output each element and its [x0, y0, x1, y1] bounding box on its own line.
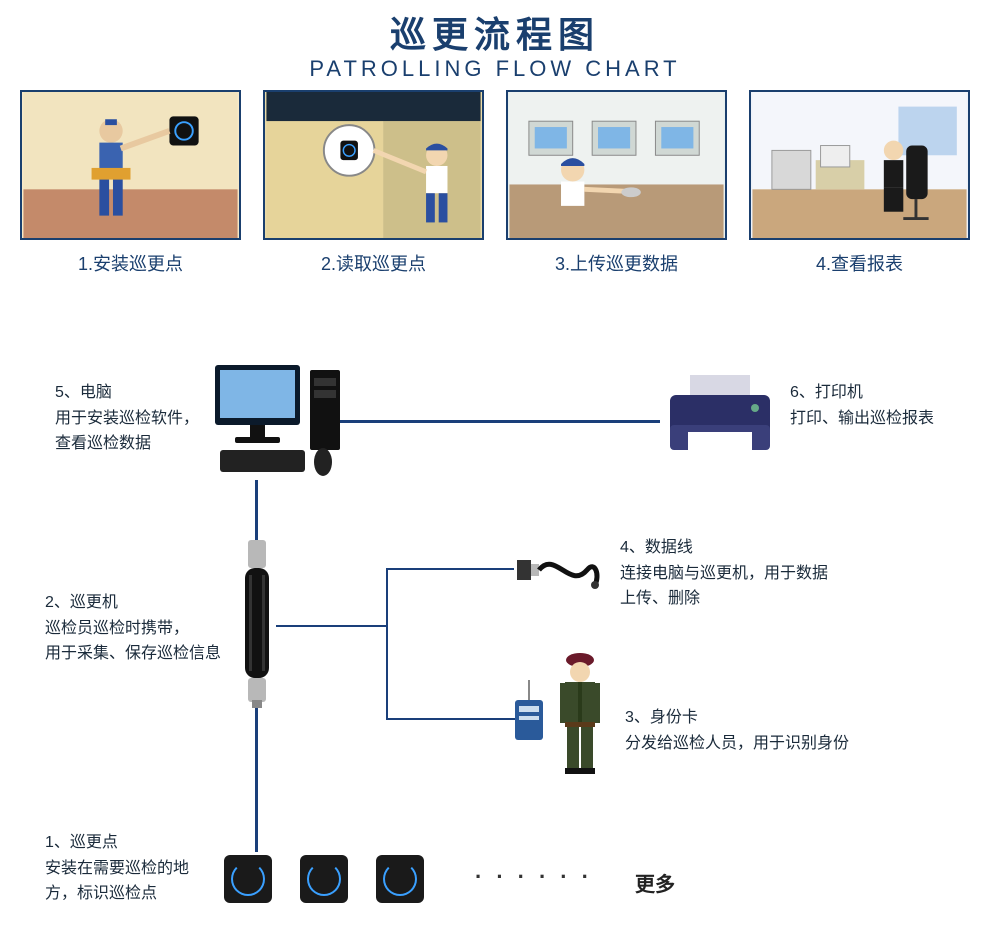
printer-icon: [660, 370, 780, 470]
title-zh: 巡更流程图: [0, 6, 990, 58]
conn-wand-branch: [276, 625, 386, 627]
node-cable-text: 4、数据线 连接电脑与巡更机，用于数据 上传、删除: [620, 535, 828, 612]
step-row: 1.安装巡更点 2.读取巡更点: [0, 82, 990, 276]
node-wand-desc: 巡检员巡检时携带， 用于采集、保存巡检信息: [45, 616, 221, 667]
node-printer-title: 6、打印机: [790, 380, 934, 406]
node-idcard-text: 3、身份卡 分发给巡检人员，用于识别身份: [625, 705, 849, 756]
title-en: PATROLLING FLOW CHART: [0, 56, 990, 82]
step-1-image: [20, 90, 241, 240]
step-3: 3.上传巡更数据: [506, 90, 727, 276]
step-2: 2.读取巡更点: [263, 90, 484, 276]
node-idcard-desc: 分发给巡检人员，用于识别身份: [625, 731, 849, 757]
node-computer-desc: 用于安装巡检软件， 查看巡检数据: [55, 406, 199, 457]
node-wand-text: 2、巡更机 巡检员巡检时携带， 用于采集、保存巡检信息: [45, 590, 221, 667]
usb-cable-icon: [515, 540, 605, 605]
conn-branch-vert: [386, 568, 388, 720]
node-points-desc: 安装在需要巡检的地 方，标识巡检点: [45, 856, 189, 907]
step-4-caption: 4.查看报表: [749, 250, 970, 276]
ellipsis-dots: ······: [475, 864, 603, 890]
step-1: 1.安装巡更点: [20, 90, 241, 276]
step-4-image: [749, 90, 970, 240]
conn-computer-printer: [340, 420, 660, 423]
node-computer-title: 5、电脑: [55, 380, 199, 406]
patrol-point-icon-2: [300, 855, 348, 903]
step-2-image: [263, 90, 484, 240]
step-3-caption: 3.上传巡更数据: [506, 250, 727, 276]
node-points-text: 1、巡更点 安装在需要巡检的地 方，标识巡检点: [45, 830, 189, 907]
step-4: 4.查看报表: [749, 90, 970, 276]
patrol-point-icon-3: [376, 855, 424, 903]
computer-icon: [205, 360, 355, 485]
node-idcard-title: 3、身份卡: [625, 705, 849, 731]
patrol-point-icon-1: [224, 855, 272, 903]
conn-branch-cable: [386, 568, 514, 570]
step-3-image: [506, 90, 727, 240]
guard-idcard-icon: [515, 650, 615, 780]
title-block: 巡更流程图 PATROLLING FLOW CHART: [0, 0, 990, 82]
step-2-caption: 2.读取巡更点: [263, 250, 484, 276]
patrol-wand-icon: [240, 540, 274, 715]
more-label: 更多: [635, 868, 675, 897]
conn-branch-idcard: [386, 718, 516, 720]
node-cable-desc: 连接电脑与巡更机，用于数据 上传、删除: [620, 561, 828, 612]
node-computer-text: 5、电脑 用于安装巡检软件， 查看巡检数据: [55, 380, 199, 457]
node-points-title: 1、巡更点: [45, 830, 189, 856]
node-cable-title: 4、数据线: [620, 535, 828, 561]
node-wand-title: 2、巡更机: [45, 590, 221, 616]
node-printer-text: 6、打印机 打印、输出巡检报表: [790, 380, 934, 431]
step-1-caption: 1.安装巡更点: [20, 250, 241, 276]
node-printer-desc: 打印、输出巡检报表: [790, 406, 934, 432]
